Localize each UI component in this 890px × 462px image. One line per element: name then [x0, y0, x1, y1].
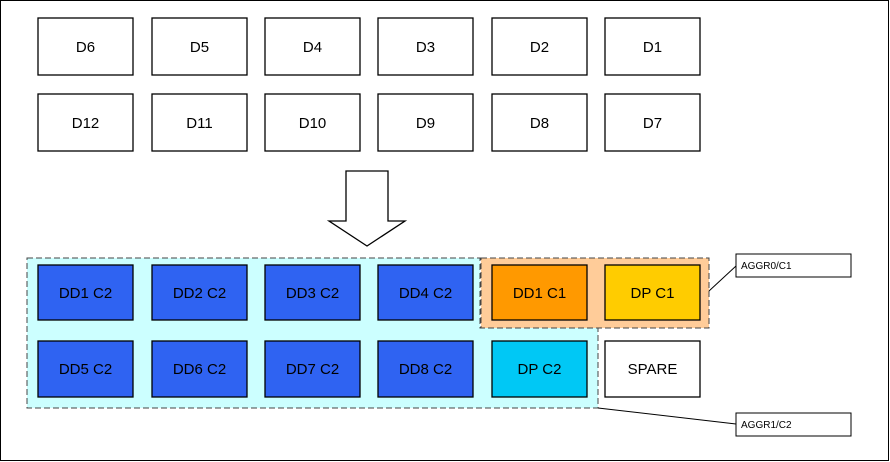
disk-label: SPARE — [628, 361, 678, 378]
disk-d5: D5 — [151, 17, 248, 76]
disk-label: D8 — [530, 115, 549, 132]
disk-dd8-c2: DD8 C2 — [377, 340, 474, 398]
disk-dd2-c2: DD2 C2 — [151, 264, 248, 321]
disk-label: D9 — [416, 115, 435, 132]
disk-dd4-c2: DD4 C2 — [377, 264, 474, 321]
disk-d11: D11 — [151, 93, 248, 152]
disk-label: DD5 C2 — [59, 361, 112, 378]
disk-label: DD1 C1 — [513, 285, 566, 302]
callout-label: AGGR1/C2 — [741, 420, 792, 431]
disk-d12: D12 — [37, 93, 134, 152]
disk-d9: D9 — [377, 93, 474, 152]
disk-label: D7 — [643, 115, 662, 132]
disk-d3: D3 — [377, 17, 474, 76]
aggr0-callout-leader — [708, 265, 737, 292]
disk-d2: D2 — [491, 17, 588, 76]
disk-d4: D4 — [264, 17, 361, 76]
disk-label: DD7 C2 — [286, 361, 339, 378]
disk-label: DD2 C2 — [173, 285, 226, 302]
disk-dd5-c2: DD5 C2 — [37, 340, 134, 398]
disk-label: D12 — [72, 115, 100, 132]
disk-label: D2 — [530, 39, 549, 56]
disk-label: DD4 C2 — [399, 285, 452, 302]
disk-d7: D7 — [604, 93, 701, 152]
disk-label: DD1 C2 — [59, 285, 112, 302]
disk-dd1-c2: DD1 C2 — [37, 264, 134, 321]
disk-dd6-c2: DD6 C2 — [151, 340, 248, 398]
disk-label: DD8 C2 — [399, 361, 452, 378]
disk-label: DD6 C2 — [173, 361, 226, 378]
aggr1-row-1: DD1 C2 DD2 C2 DD3 C2 DD4 C2 — [37, 264, 474, 321]
disk-label: D10 — [299, 115, 327, 132]
disk-dd3-c2: DD3 C2 — [264, 264, 361, 321]
disk-label: D3 — [416, 39, 435, 56]
aggr1-callout: AGGR1/C2 — [735, 412, 852, 437]
disk-label: DP C1 — [631, 285, 675, 302]
disk-d8: D8 — [491, 93, 588, 152]
disk-label: D1 — [643, 39, 662, 56]
callout-label: AGGR0/C1 — [741, 261, 792, 272]
disk-dd1-c1: DD1 C1 — [491, 264, 588, 321]
disk-label: D11 — [186, 115, 212, 132]
disk-dd7-c2: DD7 C2 — [264, 340, 361, 398]
disk-dp-c1: DP C1 — [604, 264, 701, 321]
disk-d1: D1 — [604, 17, 701, 76]
down-arrow-icon — [326, 170, 408, 247]
aggr1-row-2: DD5 C2 DD6 C2 DD7 C2 DD8 C2 DP C2 — [37, 340, 588, 398]
disk-dp-c2: DP C2 — [491, 340, 588, 398]
disk-spare: SPARE — [604, 340, 701, 398]
disk-label: DD3 C2 — [286, 285, 339, 302]
disk-d6: D6 — [37, 17, 134, 76]
disk-label: DP C2 — [518, 361, 562, 378]
disk-d10: D10 — [264, 93, 361, 152]
disk-label: D5 — [190, 39, 209, 56]
disk-label: D4 — [303, 39, 322, 56]
aggr0-disks: DD1 C1 DP C1 — [491, 264, 701, 321]
aggr0-callout: AGGR0/C1 — [735, 253, 852, 278]
disk-row-1: D6 D5 D4 D3 D2 D1 — [37, 17, 701, 76]
disk-row-2: D12 D11 D10 D9 D8 D7 — [37, 93, 701, 152]
aggr1-callout-leader — [597, 407, 737, 425]
disk-label: D6 — [76, 39, 95, 56]
